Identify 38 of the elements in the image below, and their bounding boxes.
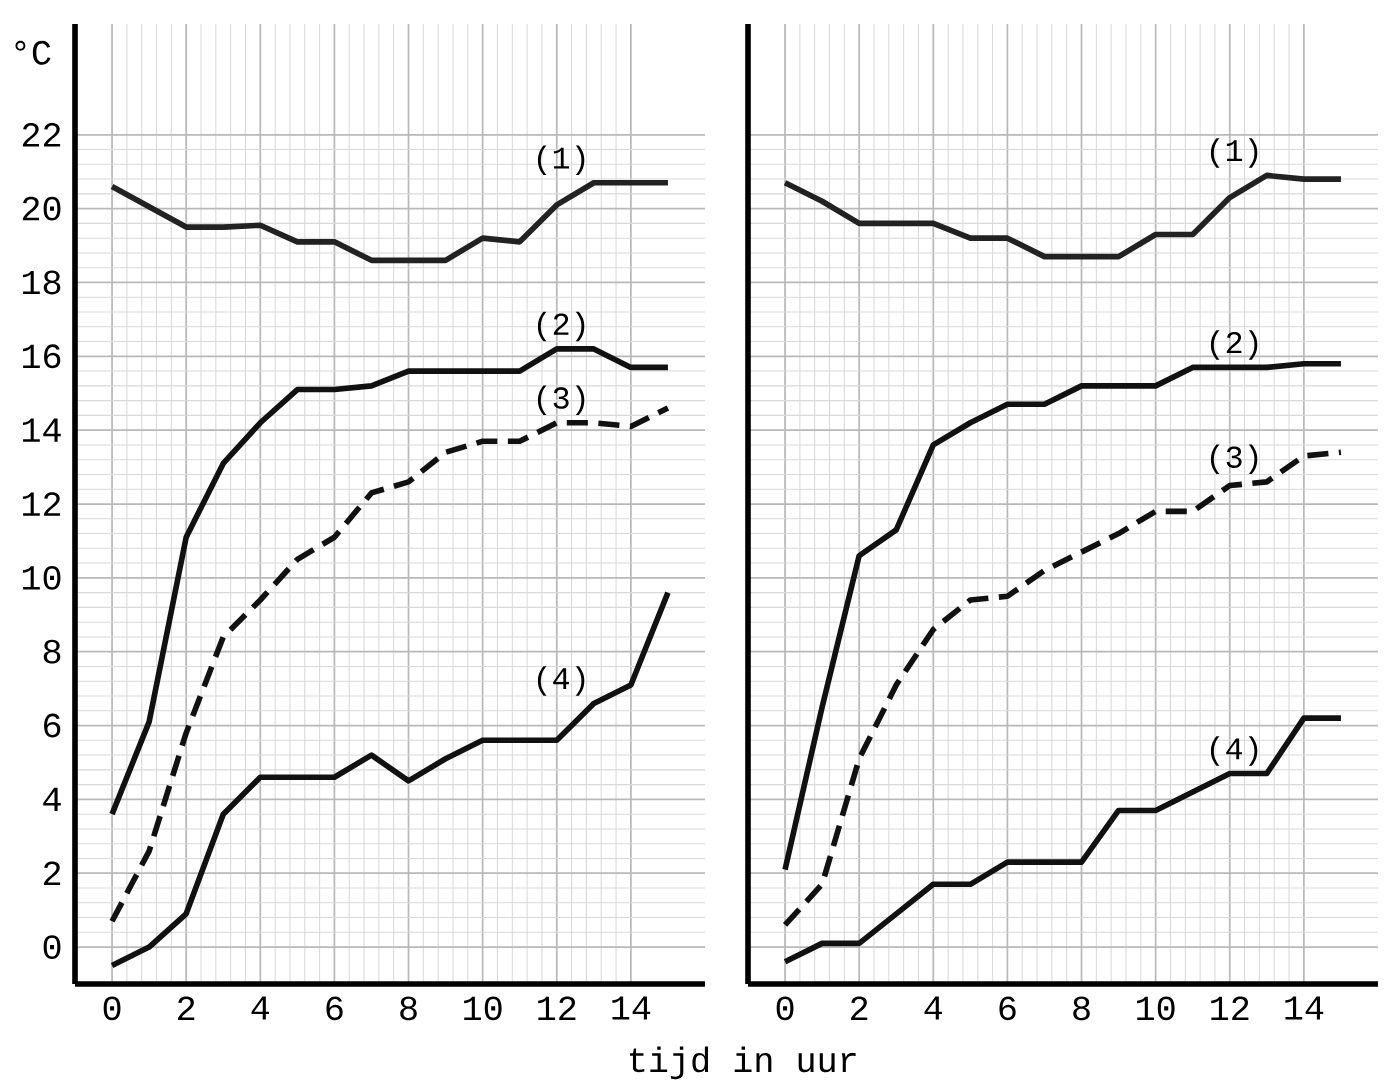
x-tick-label: 6	[999, 996, 1016, 1021]
y-tick-label: 20	[22, 196, 61, 221]
x-tick-label: 10	[1137, 996, 1175, 1021]
y-tick-label: 6	[44, 713, 61, 738]
series-label: (4)	[1210, 736, 1258, 766]
x-tick-label: 2	[178, 996, 195, 1020]
x-tick-label: 2	[851, 996, 868, 1020]
x-tick-label: 8	[400, 996, 417, 1021]
x-tick-label: 14	[1285, 996, 1324, 1020]
x-tick-label: 6	[326, 996, 343, 1021]
x-tick-label: 10	[464, 996, 502, 1021]
x-tick-label: 14	[612, 996, 651, 1020]
y-tick-label: 0	[43, 935, 61, 959]
x-tick-label: 4	[924, 996, 943, 1020]
x-tick-label: 8	[1073, 996, 1090, 1021]
y-tick-label: 14	[22, 418, 61, 442]
series-label: (3)	[537, 385, 585, 416]
y-tick-label: 2	[43, 861, 61, 885]
x-tick-label: 12	[538, 996, 576, 1020]
x-tick-label: 12	[1211, 996, 1249, 1020]
series-label: (4)	[537, 666, 585, 696]
y-tick-label: 8	[43, 639, 61, 664]
x-tick-label: 4	[251, 996, 270, 1020]
y-tick-label: 22	[22, 123, 61, 147]
series-label: (2)	[537, 311, 585, 342]
y-axis-title: °C	[15, 40, 51, 65]
y-tick-label: 18	[22, 270, 61, 295]
series-label: (1)	[537, 145, 585, 176]
x-tick-label: 0	[103, 996, 121, 1021]
series-label: (2)	[1210, 330, 1258, 360]
series-label: (1)	[1210, 138, 1258, 168]
y-tick-label: 16	[22, 344, 61, 369]
y-tick-label: 12	[22, 492, 61, 516]
series-label: (3)	[1210, 444, 1258, 475]
y-tick-label: 10	[22, 565, 61, 590]
y-tick-label: 4	[43, 787, 61, 811]
x-tick-label: 0	[776, 996, 794, 1021]
x-axis-title: tijd in uur	[630, 1046, 856, 1080]
